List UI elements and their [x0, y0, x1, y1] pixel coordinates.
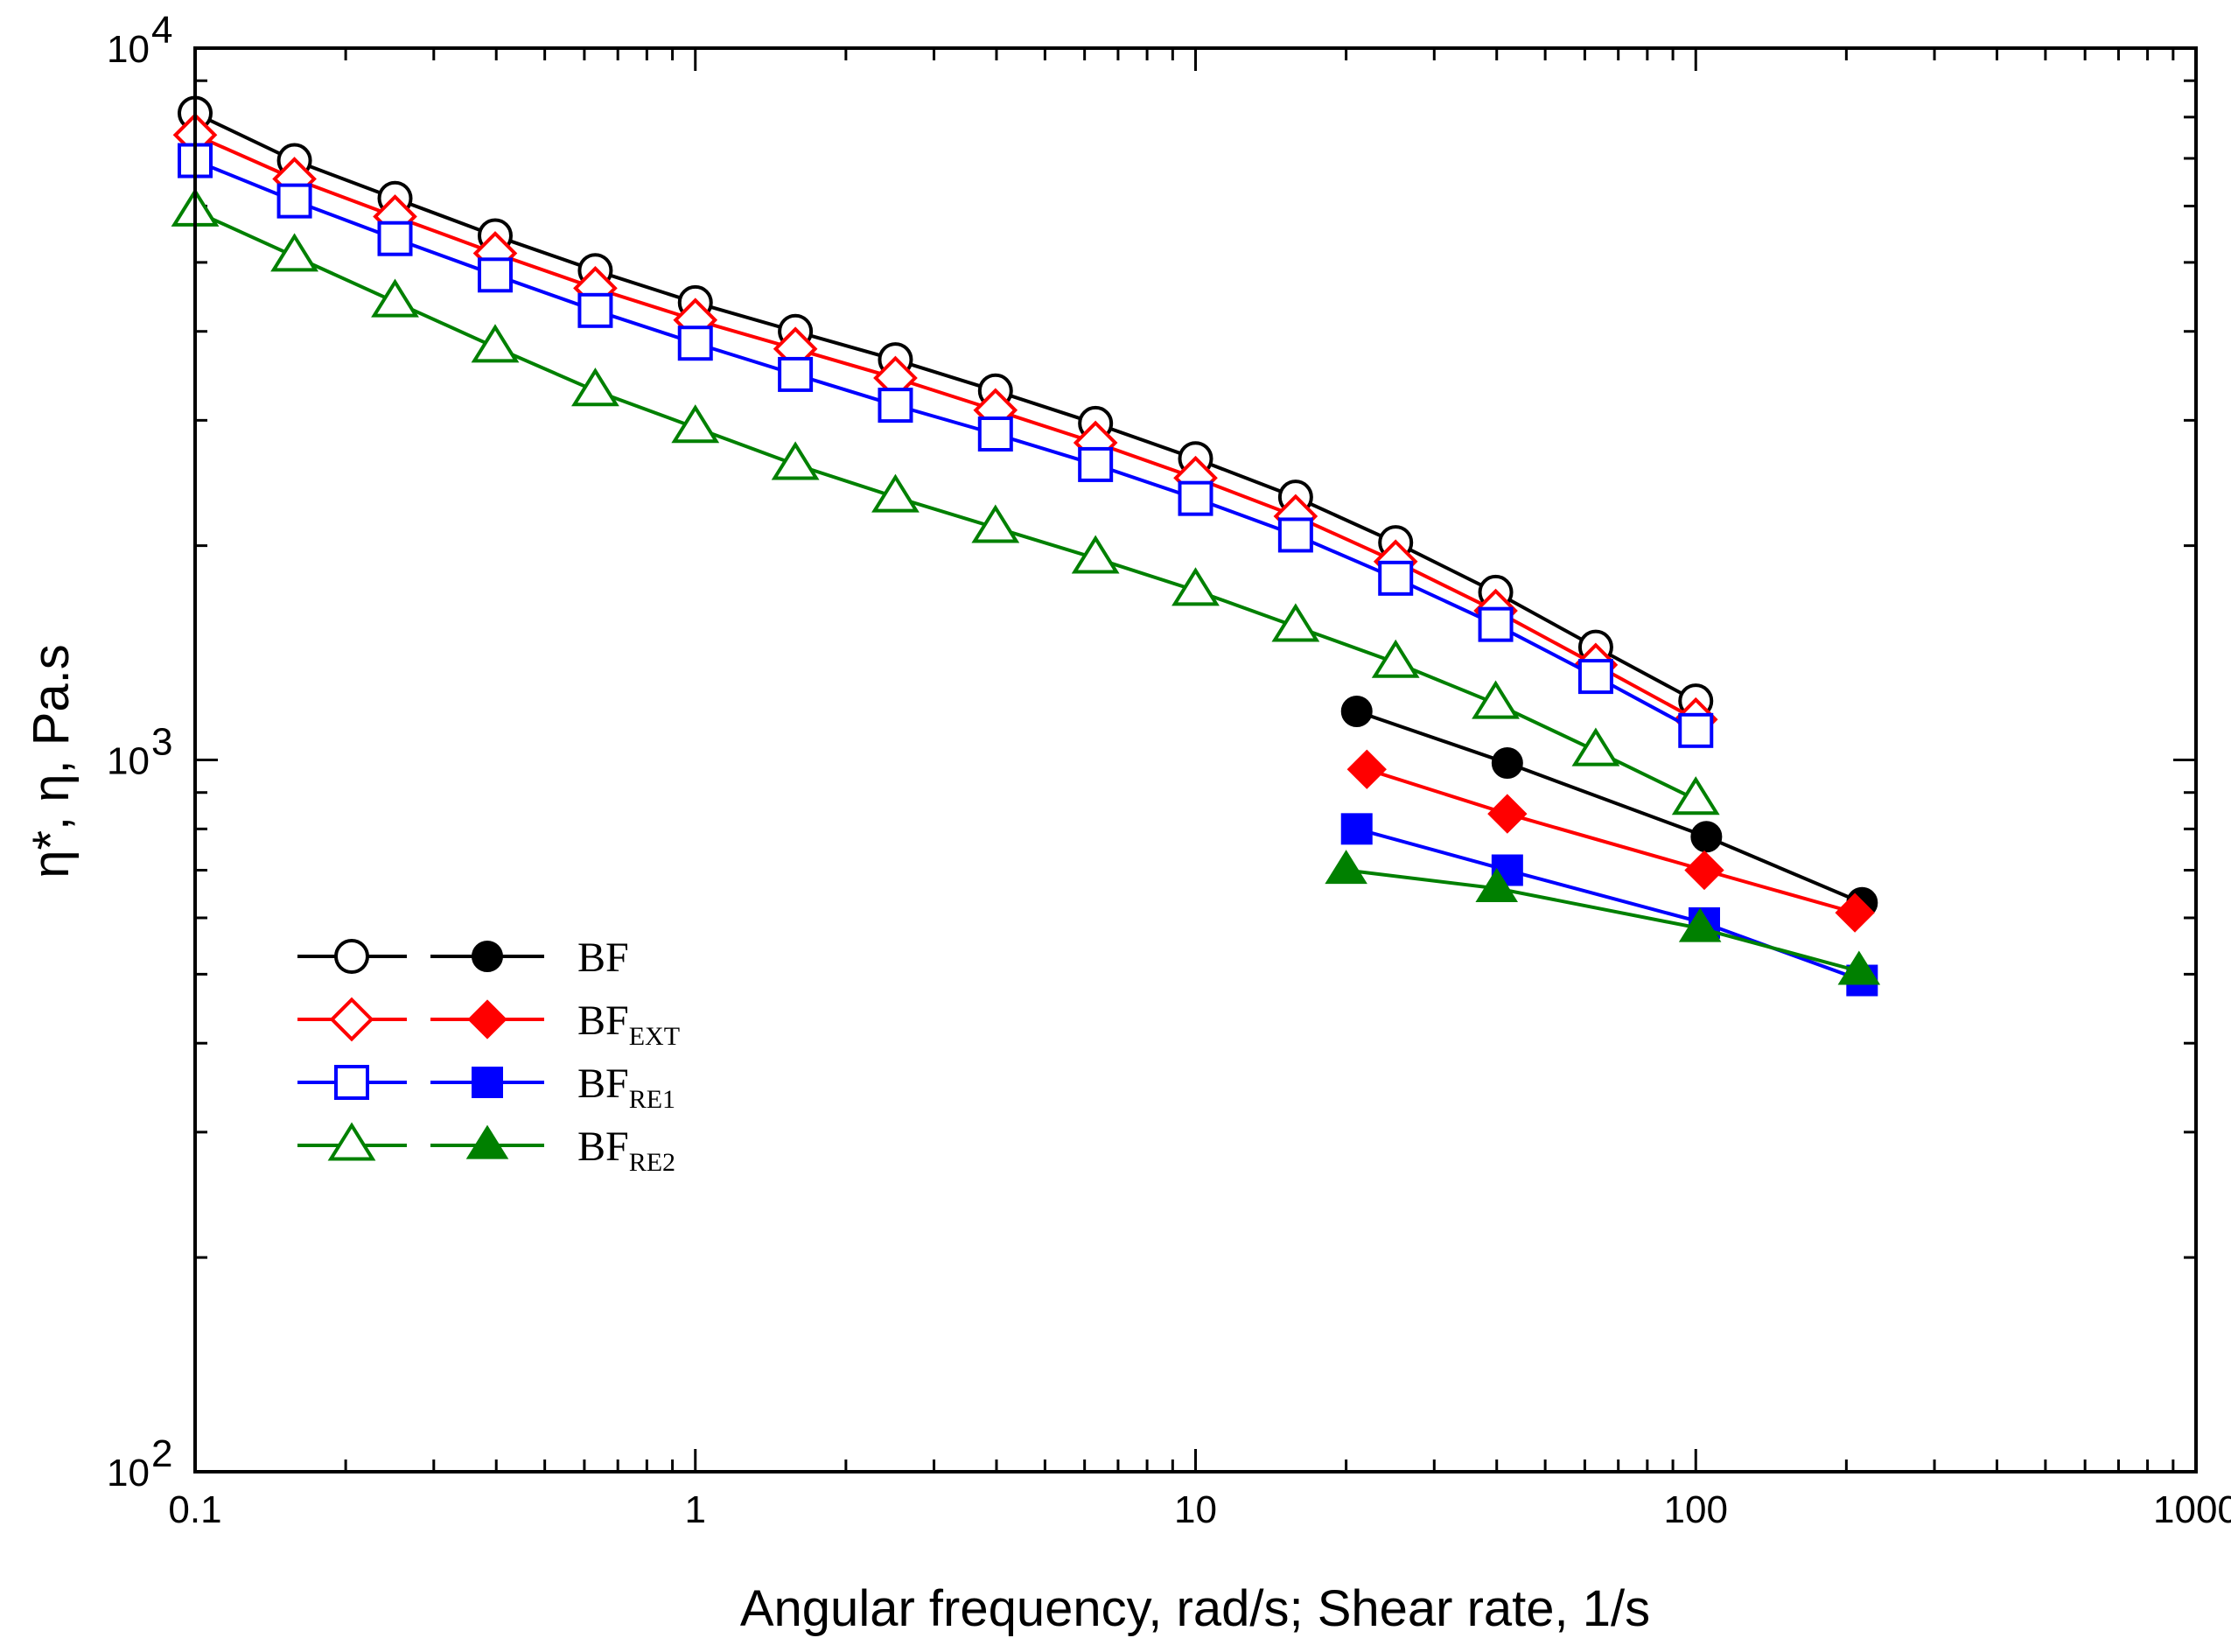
data-point — [1475, 867, 1519, 902]
data-point — [1371, 639, 1420, 678]
data-point — [270, 233, 318, 272]
data-point — [1671, 776, 1720, 816]
data-point — [1837, 950, 1881, 985]
plot-frame — [193, 46, 2198, 1474]
data-point — [1690, 821, 1723, 853]
data-point — [477, 257, 513, 293]
legend: BF BFEXT BFRE1 BFRE2 — [297, 934, 680, 1177]
y-axis-title: η*, η, Pa.s — [23, 644, 80, 878]
y-tick-label: 10 — [107, 1452, 150, 1494]
series-2 — [178, 143, 1714, 748]
data-point — [971, 504, 1020, 543]
x-tick-label: 0.1 — [168, 1488, 221, 1531]
series-layer — [171, 95, 1881, 997]
data-point — [1277, 517, 1313, 553]
legend-marker-open — [334, 939, 369, 974]
x-tick-label: 1000 — [2153, 1488, 2231, 1531]
legend-label: BFRE2 — [577, 1124, 675, 1177]
legend-label: BFEXT — [577, 998, 680, 1051]
data-point — [1271, 603, 1320, 642]
series-4 — [1340, 696, 1878, 919]
data-point — [671, 404, 720, 444]
series-line — [1356, 710, 1864, 905]
data-point — [377, 220, 413, 256]
y-tick-exponent: 3 — [151, 721, 172, 764]
y-tick-label: 10 — [107, 740, 150, 783]
legend-marker-open — [334, 1065, 369, 1100]
legend-marker-filled — [465, 1124, 509, 1159]
data-point — [771, 441, 820, 480]
legend-marker-open — [327, 1122, 376, 1161]
data-point — [1487, 794, 1528, 834]
x-tick-label: 1 — [685, 1488, 706, 1531]
x-tick-labels: 0.1 1 10 100 1000 — [168, 1488, 2231, 1531]
legend-entry-0: BF — [297, 934, 629, 981]
data-point — [878, 388, 913, 424]
series-line — [1346, 868, 1860, 973]
data-point — [1340, 696, 1373, 728]
axis-ticks — [193, 48, 2196, 1474]
series-line — [194, 209, 1697, 802]
data-point — [1571, 727, 1620, 766]
legend-label: BFRE1 — [577, 1060, 675, 1114]
series-7 — [1325, 850, 1881, 985]
data-point — [1178, 480, 1213, 516]
series-line — [194, 111, 1697, 703]
series-line — [194, 158, 1697, 732]
data-point — [471, 324, 520, 363]
data-point — [871, 473, 920, 513]
legend-entry-1: BFEXT — [297, 997, 680, 1051]
data-point — [778, 356, 814, 392]
data-point — [1378, 560, 1414, 596]
data-point — [1577, 659, 1613, 695]
y-tick-exponent: 4 — [151, 9, 172, 52]
data-point — [577, 292, 613, 328]
y-tick-exponent: 2 — [151, 1432, 172, 1475]
data-point — [1684, 850, 1724, 891]
series-line — [1366, 767, 1856, 915]
legend-entry-2: BFRE1 — [297, 1060, 675, 1114]
legend-entry-3: BFRE2 — [297, 1122, 675, 1177]
data-point — [1071, 535, 1120, 574]
data-point — [1171, 567, 1220, 606]
data-point — [571, 368, 619, 407]
y-tick-label: 10 — [107, 28, 150, 71]
data-point — [1835, 892, 1875, 933]
legend-marker-open — [329, 997, 374, 1042]
data-point — [1478, 606, 1514, 642]
series-line — [194, 133, 1697, 721]
data-point — [977, 416, 1013, 452]
data-point — [677, 326, 713, 361]
data-point — [1491, 747, 1523, 780]
data-point — [1678, 712, 1714, 748]
x-tick-label: 100 — [1664, 1488, 1728, 1531]
legend-label: BF — [577, 934, 629, 981]
legend-marker-filled — [472, 941, 503, 972]
data-point — [1325, 850, 1367, 885]
legend-marker-filled — [467, 999, 507, 1040]
data-point — [1340, 813, 1373, 845]
data-point — [1346, 749, 1387, 789]
data-point — [1678, 907, 1722, 942]
data-point — [1078, 446, 1114, 482]
data-point — [1472, 680, 1520, 719]
data-point — [276, 183, 312, 219]
legend-marker-filled — [472, 1067, 503, 1098]
series-5 — [1346, 749, 1875, 933]
x-tick-label: 10 — [1174, 1488, 1217, 1531]
data-point — [371, 278, 419, 318]
x-axis-title: Angular frequency, rad/s; Shear rate, 1/… — [740, 1580, 1650, 1637]
